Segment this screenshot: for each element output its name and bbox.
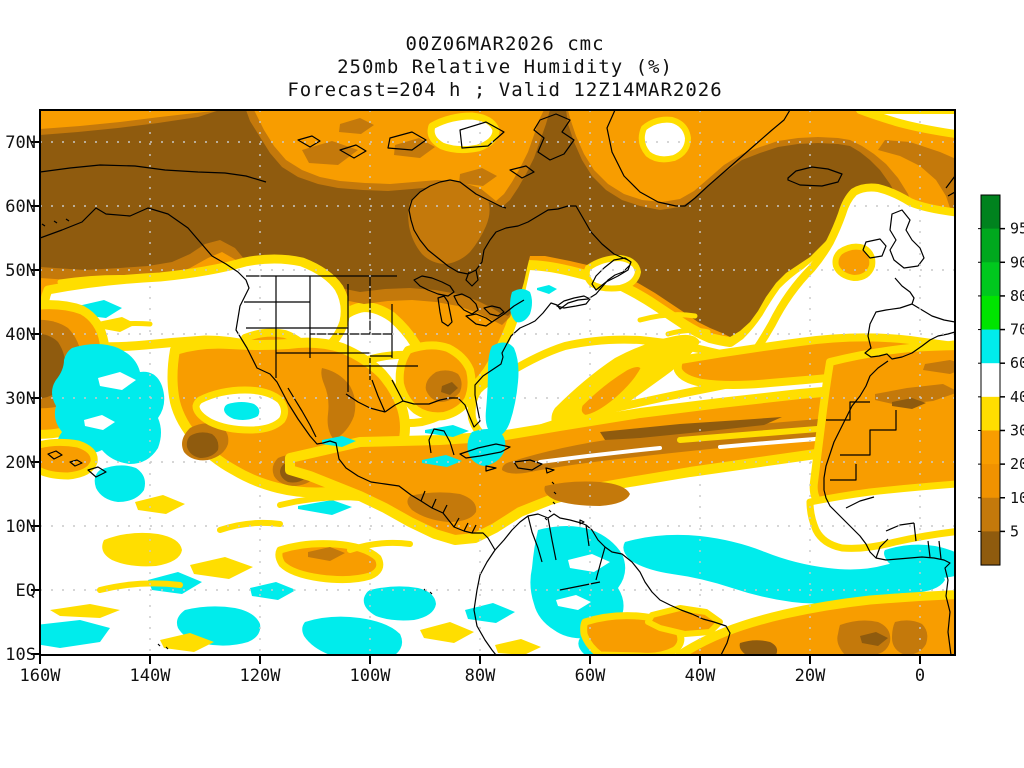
coastline (244, 275, 525, 413)
legend-color-block (981, 295, 1000, 331)
coastline (494, 513, 731, 655)
legend-value-label: 90 (1010, 253, 1024, 271)
legend-value-label: 80 (1010, 287, 1024, 305)
legend-color-block (981, 430, 1000, 465)
coastline (384, 264, 631, 428)
legend-color-block (981, 262, 1000, 297)
legend-value-label: 5 (1010, 522, 1019, 540)
humidity-region (600, 397, 946, 440)
lat-tick-label: 70N (5, 133, 36, 153)
legend-color-block (981, 228, 1000, 263)
lon-tick-label: 60W (575, 666, 606, 686)
humidity-region (637, 312, 711, 337)
lon-tick-label: 80W (465, 666, 496, 686)
humidity-region (224, 402, 260, 420)
title-valid-line: Forecast=204 h ; Valid 12Z14MAR2026 (287, 79, 722, 101)
coastline (864, 277, 955, 360)
lat-tick-label: 10N (5, 517, 36, 537)
humidity-region (50, 437, 541, 655)
lon-tick-label: 120W (240, 666, 282, 686)
humidity-region (308, 547, 345, 561)
humidity-region (40, 572, 515, 655)
humidity-region (441, 382, 458, 395)
lat-tick-label: 40N (5, 325, 36, 345)
coastline (413, 275, 505, 327)
legend-color-block (981, 195, 1000, 230)
humidity-region (40, 438, 98, 480)
lon-tick-label: 40W (685, 666, 716, 686)
coastline (826, 401, 942, 560)
humidity-region (408, 182, 490, 264)
title-run-line: 00Z06MAR2026 cmc (405, 33, 604, 55)
humidity-region (302, 118, 497, 186)
coastline (862, 175, 955, 269)
legend-color-block (981, 396, 1000, 431)
humidity-region (623, 534, 955, 604)
legend-frame (980, 194, 1001, 566)
lat-tick-label: 50N (5, 261, 36, 281)
coastline (408, 179, 629, 287)
lat-tick-label: EQ (16, 581, 36, 601)
humidity-region (84, 372, 136, 430)
humidity-fill-regions (40, 110, 955, 655)
coastline (40, 164, 267, 227)
legend-color-block (981, 531, 1000, 566)
humidity-region (875, 360, 955, 405)
lat-tick-label: 10S (5, 645, 36, 665)
humidity-region (806, 480, 955, 552)
lon-tick-label: 160W (20, 666, 62, 686)
humidity-region (638, 116, 691, 163)
lon-tick-label: 0 (915, 666, 925, 686)
humidity-region (427, 112, 500, 154)
axis-ticks (31, 141, 921, 664)
humidity-region (645, 605, 723, 637)
legend-value-label: 70 (1010, 321, 1024, 339)
humidity-region (832, 243, 876, 281)
legend-color-block (981, 497, 1000, 532)
legend-value-label: 10 (1010, 489, 1024, 507)
humidity-region (186, 432, 308, 483)
humidity-region (892, 398, 926, 409)
coastline (428, 428, 557, 521)
humidity-region (583, 255, 641, 292)
lon-tick-label: 140W (130, 666, 172, 686)
legend-value-label: 95 (1010, 220, 1024, 238)
coastline (823, 360, 952, 655)
lat-tick-label: 60N (5, 197, 36, 217)
legend-color-block (981, 363, 1000, 398)
humidity-region (739, 632, 888, 655)
humidity-region (275, 540, 384, 584)
legend-value-label: 30 (1010, 421, 1024, 439)
legend-color-block (981, 329, 1000, 364)
legend-value-label: 60 (1010, 354, 1024, 372)
lat-tick-label: 30N (5, 389, 36, 409)
coastline (287, 387, 317, 438)
coastline (297, 113, 575, 179)
coastline (40, 207, 497, 655)
coastline (606, 110, 843, 207)
coastlines (40, 110, 955, 655)
map-plot (39, 109, 956, 656)
lon-tick-label: 100W (350, 666, 392, 686)
legend-color-block (981, 464, 1000, 499)
humidity-region (878, 140, 955, 215)
coastline (420, 490, 477, 534)
color-legend: 95 90 80 70 60 40 30 20 10 5 (978, 194, 1024, 566)
humidity-region (856, 110, 955, 138)
humidity-region (556, 554, 610, 610)
legend-value-label: 40 (1010, 388, 1024, 406)
humidity-region (97, 494, 413, 593)
lon-tick-label: 20W (795, 666, 826, 686)
map-frame (39, 109, 956, 656)
title-variable-line: 250mb Relative Humidity (%) (337, 56, 673, 78)
humidity-region (485, 289, 532, 437)
lat-tick-label: 20N (5, 453, 36, 473)
legend-value-label: 20 (1010, 455, 1024, 473)
